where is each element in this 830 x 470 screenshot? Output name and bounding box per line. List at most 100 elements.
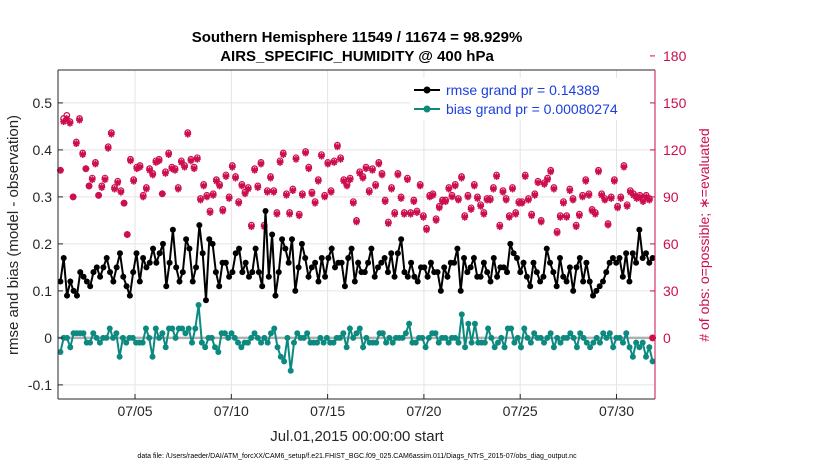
bias-point <box>639 339 646 346</box>
bias-point <box>103 334 110 341</box>
rmse-point <box>87 283 94 290</box>
obs-evaluated-marker <box>123 231 131 238</box>
rmse-point <box>179 269 186 276</box>
bias-point <box>208 334 215 341</box>
obs-evaluated-marker <box>486 196 494 204</box>
rmse-point <box>153 259 160 266</box>
obs-evaluated-marker <box>451 182 459 190</box>
obs-evaluated-stroke <box>232 175 239 182</box>
rmse-point <box>146 259 153 266</box>
bias-point <box>274 344 281 351</box>
obs-evaluated-stroke <box>73 140 80 147</box>
obs-evaluated-marker <box>203 193 211 201</box>
obs-evaluated-stroke <box>267 175 274 182</box>
plot-frame <box>57 69 656 400</box>
rmse-point <box>437 287 444 294</box>
rmse-point <box>388 250 395 257</box>
obs-evaluated-stroke <box>324 161 331 167</box>
rmse-point <box>596 283 603 290</box>
obs-evaluated-stroke <box>614 204 621 211</box>
bias-point <box>541 339 548 346</box>
obs-evaluated-stroke <box>302 150 309 156</box>
obs-evaluated-stroke <box>493 173 500 180</box>
obs-evaluated-stroke <box>127 157 134 164</box>
obs-evaluated-stroke <box>156 157 163 164</box>
obs-evaluated-marker <box>461 213 469 221</box>
obs-evaluated-marker <box>314 177 322 185</box>
bias-point <box>248 334 255 341</box>
bias-point <box>343 344 350 351</box>
obs-evaluated-marker <box>410 198 418 205</box>
bias-point <box>182 330 189 337</box>
obs-evaluated-marker <box>76 116 83 124</box>
x-tick-label: 07/10 <box>214 403 249 419</box>
bias-point <box>583 339 590 346</box>
obs-evaluated-stroke <box>464 193 471 200</box>
obs-evaluated-stroke <box>474 195 481 202</box>
y-left-tick-label: 0.1 <box>33 283 53 299</box>
obs-evaluated-marker <box>324 160 332 168</box>
obs-evaluated-marker <box>88 176 96 184</box>
obs-evaluated-stroke <box>105 145 112 152</box>
obs-evaluated-stroke <box>114 179 121 186</box>
rmse-point <box>265 273 272 280</box>
rmse-point <box>150 245 157 252</box>
obs-evaluated-stroke <box>117 189 124 196</box>
obs-evaluated-marker <box>563 213 571 221</box>
rmse-point <box>176 278 183 285</box>
rmse-point <box>239 269 246 276</box>
legend-bias-marker <box>423 105 431 113</box>
obs-evaluated-stroke <box>89 176 96 183</box>
obs-evaluated-stroke <box>159 190 166 197</box>
obs-evaluated-marker <box>82 165 90 173</box>
rmse-point <box>282 245 289 252</box>
y-right-tick-label: 150 <box>663 95 687 111</box>
obs-evaluated-marker <box>610 177 618 185</box>
obs-evaluated-marker <box>365 188 373 196</box>
obs-evaluated-stroke <box>124 231 131 238</box>
bias-point <box>471 320 478 327</box>
rmse-point <box>484 269 491 276</box>
obs-evaluated-marker <box>187 157 195 165</box>
rmse-point <box>80 273 87 280</box>
obs-evaluated-marker <box>525 196 532 204</box>
bias-point <box>465 320 472 327</box>
obs-evaluated-marker <box>362 165 370 173</box>
bias-point <box>616 334 623 341</box>
bias-point <box>119 334 126 341</box>
rmse-point <box>57 278 64 285</box>
y-right-tick-label: 30 <box>663 283 679 299</box>
bias-point <box>63 334 70 341</box>
obs-evaluated-marker <box>353 218 360 226</box>
bias-point <box>244 339 251 346</box>
bias-point <box>468 339 475 346</box>
obs-evaluated-stroke <box>592 211 599 218</box>
obs-evaluated-marker <box>404 176 411 184</box>
bias-point <box>116 353 123 360</box>
rmse-point <box>355 259 362 266</box>
obs-evaluated-marker <box>174 185 182 193</box>
obs-evaluated-marker <box>614 204 621 212</box>
bias-point <box>67 344 74 351</box>
rmse-point <box>341 283 348 290</box>
bias-point <box>626 344 633 351</box>
obs-evaluated-stroke <box>308 190 315 197</box>
obs-evaluated-stroke <box>299 192 306 199</box>
obs-evaluated-marker <box>388 185 395 193</box>
rmse-point <box>487 278 494 285</box>
obs-evaluated-stroke <box>576 212 583 219</box>
rmse-point <box>292 287 299 294</box>
rmse-point <box>212 269 219 276</box>
obs-evaluated-marker <box>607 195 615 202</box>
obs-evaluated-marker <box>337 155 344 163</box>
rmse-point <box>259 283 266 290</box>
obs-evaluated-marker <box>283 191 290 199</box>
obs-evaluated-stroke <box>353 219 360 225</box>
x-tick-label: 07/05 <box>118 403 153 419</box>
obs-evaluated-marker <box>509 185 516 193</box>
rmse-point <box>510 250 517 257</box>
y-left-tick-label: 0 <box>44 330 52 346</box>
obs-evaluated-stroke <box>496 223 503 230</box>
obs-evaluated-marker <box>305 165 313 173</box>
obs-evaluated-marker <box>117 188 125 196</box>
